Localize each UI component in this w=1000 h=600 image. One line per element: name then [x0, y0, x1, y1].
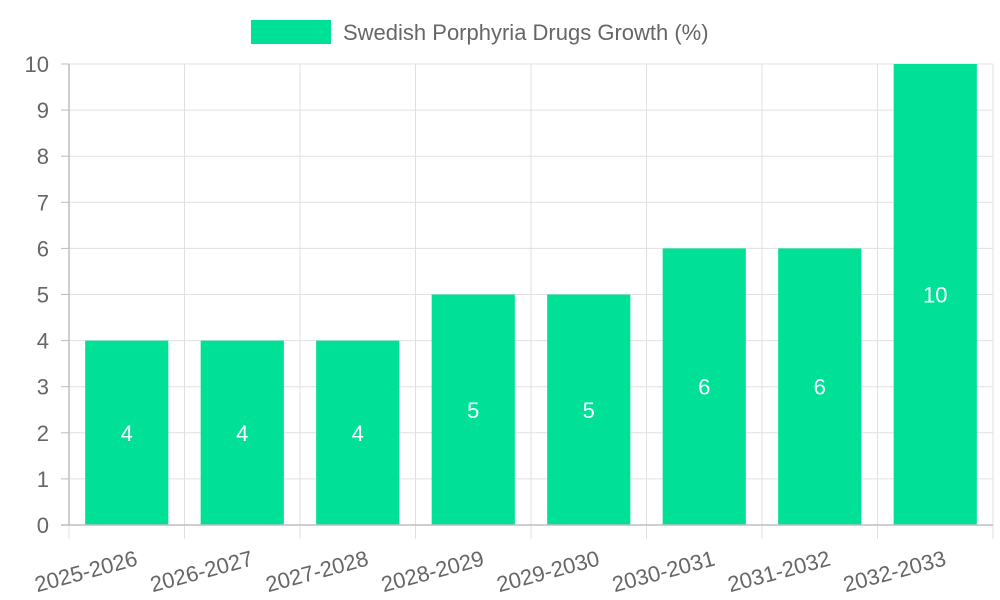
bar[interactable] — [778, 248, 862, 525]
x-tick-label: 2032-2033 — [840, 546, 948, 597]
bar[interactable] — [200, 340, 284, 525]
y-tick-label: 1 — [37, 467, 49, 492]
x-axis-ticks: 2025-2026 2026-2027 2027-2028 2028-2029 2029… — [32, 546, 949, 597]
x-tick-label: 2027-2028 — [263, 546, 371, 597]
y-tick-label: 8 — [37, 144, 49, 169]
bar[interactable] — [431, 294, 515, 526]
bar-value-label: 6 — [814, 375, 826, 400]
y-tick-label: 5 — [37, 283, 49, 308]
x-tick-label: 2025-2026 — [32, 546, 140, 597]
bar-value-label: 4 — [121, 421, 133, 446]
x-tick-label: 2029-2030 — [494, 546, 602, 597]
y-tick-label: 10 — [25, 52, 49, 77]
y-tick-label: 3 — [37, 375, 49, 400]
bars: 4 4 4 5 5 6 6 10 — [85, 64, 977, 525]
bar-value-label: 10 — [923, 283, 947, 308]
bar-value-label: 5 — [583, 398, 595, 423]
y-tick-label: 4 — [37, 329, 49, 354]
legend[interactable]: Swedish Porphyria Drugs Growth (%) — [251, 20, 709, 45]
y-tick-label: 0 — [37, 513, 49, 538]
bar[interactable] — [662, 248, 746, 525]
y-tick-label: 6 — [37, 236, 49, 261]
bar[interactable] — [85, 340, 169, 525]
bar[interactable] — [547, 294, 631, 526]
bar-value-label: 4 — [236, 421, 248, 446]
bar[interactable] — [893, 64, 977, 525]
bar[interactable] — [316, 340, 400, 525]
y-tick-label: 7 — [37, 190, 49, 215]
bar-value-label: 4 — [352, 421, 364, 446]
legend-label: Swedish Porphyria Drugs Growth (%) — [343, 20, 709, 45]
x-tick-label: 2031-2032 — [725, 546, 833, 597]
y-tick-label: 2 — [37, 421, 49, 446]
bar-value-label: 5 — [467, 398, 479, 423]
x-tick-label: 2030-2031 — [609, 546, 717, 597]
x-tick-label: 2026-2027 — [147, 546, 255, 597]
legend-swatch — [251, 20, 331, 44]
y-tick-label: 9 — [37, 98, 49, 123]
bar-value-label: 6 — [698, 375, 710, 400]
y-axis-ticks: 0 1 2 3 4 5 6 7 8 9 10 — [25, 52, 49, 538]
x-tick-label: 2028-2029 — [378, 546, 486, 597]
